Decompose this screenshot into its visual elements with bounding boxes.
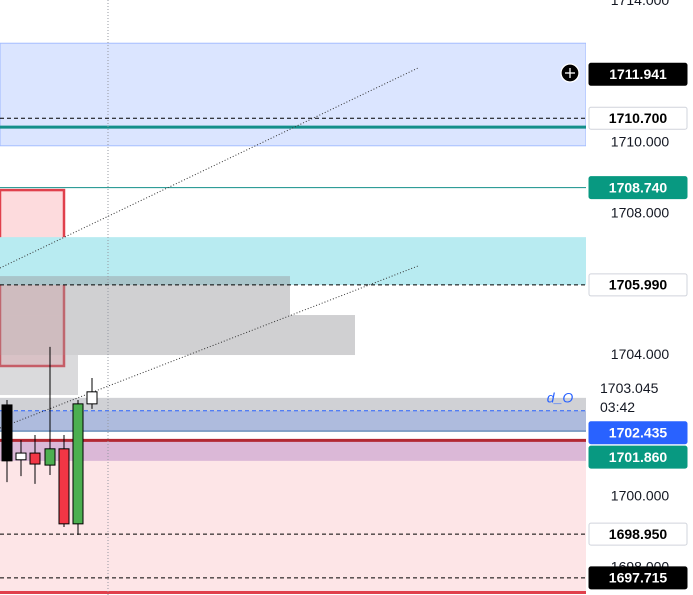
price-label-box — [588, 62, 688, 86]
add-alert-button[interactable] — [560, 63, 580, 83]
price-label-box — [588, 566, 688, 590]
price-label: 1701.860 — [609, 449, 668, 465]
zone — [0, 440, 586, 461]
candles — [1, 346, 98, 535]
candle-body — [1, 404, 13, 462]
candle-body — [15, 452, 27, 461]
y-tick-label: 1710.000 — [611, 134, 670, 150]
price-label: 1698.950 — [609, 526, 668, 542]
last-price: 1703.045 — [600, 380, 659, 396]
zone — [0, 397, 586, 432]
zone — [0, 410, 586, 432]
price-label: 1702.435 — [609, 424, 668, 440]
price-axis-labels: 1714.000 1710.000 1708.000 1704.000 1700.000… — [588, 0, 688, 590]
price-label-box — [588, 445, 688, 469]
price-label: 1697.715 — [609, 570, 668, 586]
y-tick-label: 1700.000 — [611, 488, 670, 504]
trend-line — [0, 67, 419, 269]
annotation: d_O — [547, 390, 574, 406]
plot-area — [0, 42, 587, 595]
price-label-box — [588, 106, 688, 130]
price-axis — [586, 0, 693, 595]
zone — [0, 42, 587, 147]
countdown: 03:42 — [600, 399, 635, 415]
zone — [0, 237, 586, 285]
candle-body — [58, 448, 70, 525]
candle-body — [72, 403, 84, 525]
price-label-box — [588, 176, 688, 200]
zone — [0, 276, 290, 316]
price-label-box — [588, 421, 688, 445]
price-label-box — [588, 522, 688, 546]
candle-body — [29, 452, 41, 465]
price-label-box — [588, 273, 688, 297]
candle-body — [44, 448, 56, 466]
y-tick-label: 1714.000 — [611, 0, 670, 8]
zone — [0, 315, 355, 356]
y-tick-label: 1704.000 — [611, 346, 670, 362]
candle-body — [86, 391, 98, 405]
price-label: 1705.990 — [609, 277, 668, 293]
y-tick-label: 1708.000 — [611, 204, 670, 220]
zone — [0, 440, 586, 593]
price-label: 1708.740 — [609, 179, 668, 195]
price-label: 1711.941 — [609, 66, 667, 82]
zone — [0, 355, 78, 396]
price-label: 1710.700 — [609, 110, 668, 126]
